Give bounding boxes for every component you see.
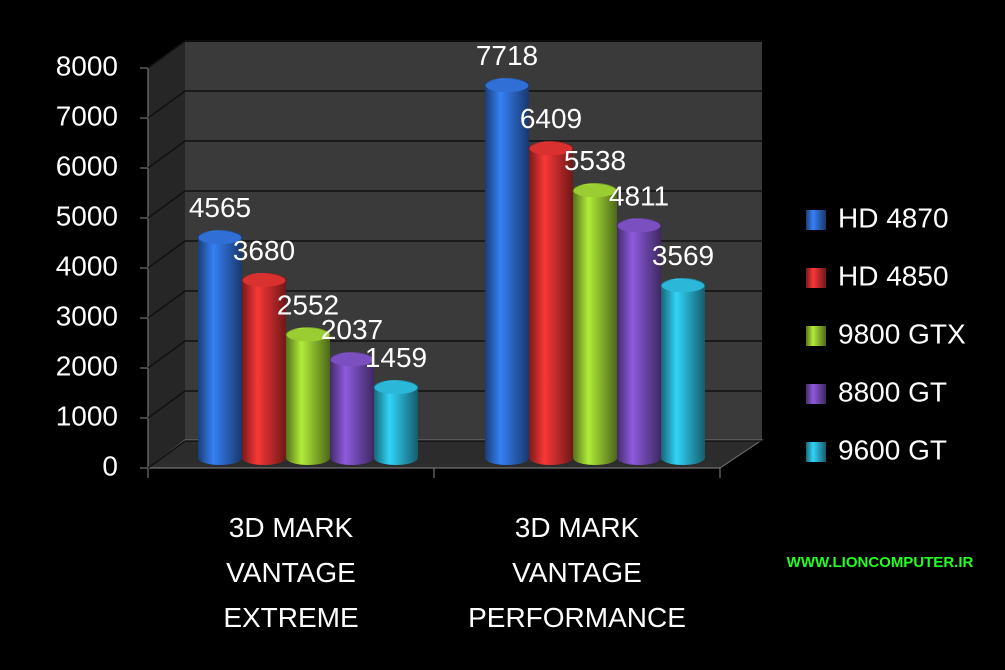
y-tick-label: 5000 [56, 200, 118, 231]
bar [484, 78, 530, 465]
grid-line [147, 40, 186, 69]
bar-top [616, 218, 662, 234]
x-tick-label: 3D MARK VANTAGE PERFORMANCE [468, 512, 686, 633]
y-tick-label: 1000 [56, 400, 118, 431]
bar-body [529, 148, 573, 458]
grid-line [147, 90, 186, 119]
y-tick-label: 2000 [56, 350, 118, 381]
bar-body [330, 359, 374, 458]
y-tick-label: 7000 [56, 100, 118, 131]
bar [197, 230, 243, 465]
bar [528, 141, 574, 465]
bar-top [528, 141, 574, 157]
legend-label: 9600 GT [838, 434, 947, 465]
grid-line [147, 290, 186, 319]
bar-top [329, 352, 375, 368]
grid-line [147, 190, 186, 219]
value-label: 3569 [652, 240, 714, 271]
bar [329, 352, 375, 465]
y-tick-label: 6000 [56, 150, 118, 181]
bar-body [242, 280, 286, 458]
y-tick-label: 3000 [56, 300, 118, 331]
value-label: 6409 [520, 103, 582, 134]
legend-swatch [806, 384, 826, 404]
bar [373, 380, 419, 465]
bar-body [617, 225, 661, 458]
bar [616, 218, 662, 465]
legend-swatch [806, 210, 826, 230]
y-tick-label: 0 [102, 450, 118, 481]
grid-line [147, 240, 186, 269]
bar-top [484, 78, 530, 94]
value-label: 1459 [365, 342, 427, 373]
bar-top [285, 327, 331, 343]
value-label: 2037 [321, 314, 383, 345]
bar [285, 327, 331, 465]
legend-label: HD 4850 [838, 260, 949, 291]
value-label: 4811 [609, 180, 669, 211]
y-tick-label: 4000 [56, 250, 118, 281]
value-label: 3680 [233, 235, 295, 266]
bar-top [572, 183, 618, 199]
bar [241, 272, 287, 465]
bar-body [573, 190, 617, 458]
grid-line [147, 340, 186, 369]
bar [572, 183, 618, 465]
watermark: WWW.LIONCOMPUTER.IR [787, 554, 974, 571]
value-label: 4565 [189, 192, 251, 223]
grid-line [147, 140, 186, 169]
x-tick-label: 3D MARK VANTAGE EXTREME [223, 512, 358, 633]
value-label: 5538 [564, 145, 626, 176]
bar-body [286, 334, 330, 458]
grid-line [147, 390, 186, 419]
legend-label: 9800 GTX [838, 318, 966, 349]
legend-label: HD 4870 [838, 202, 949, 233]
bar-top [197, 230, 243, 246]
grid-line [147, 440, 186, 469]
bar-top [660, 278, 706, 294]
bar-body [661, 285, 705, 458]
bar-body [374, 387, 418, 458]
bar-top [241, 272, 287, 288]
legend-label: 8800 GT [838, 376, 947, 407]
value-label: 7718 [476, 40, 538, 71]
value-label: 2552 [277, 289, 339, 320]
bar [660, 278, 706, 465]
legend-swatch [806, 326, 826, 346]
bar-body [198, 237, 242, 458]
legend-swatch [806, 268, 826, 288]
legend-swatch [806, 442, 826, 462]
bar-body [485, 85, 529, 458]
bar-top [373, 380, 419, 396]
y-tick-label: 8000 [56, 50, 118, 81]
